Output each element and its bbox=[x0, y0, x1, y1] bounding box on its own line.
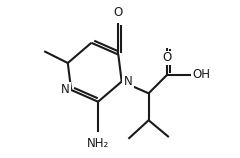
Text: NH₂: NH₂ bbox=[87, 137, 109, 150]
Text: O: O bbox=[162, 51, 172, 64]
Text: N: N bbox=[60, 83, 69, 96]
Text: OH: OH bbox=[193, 68, 211, 81]
Text: O: O bbox=[114, 6, 123, 19]
Text: N: N bbox=[124, 75, 132, 88]
